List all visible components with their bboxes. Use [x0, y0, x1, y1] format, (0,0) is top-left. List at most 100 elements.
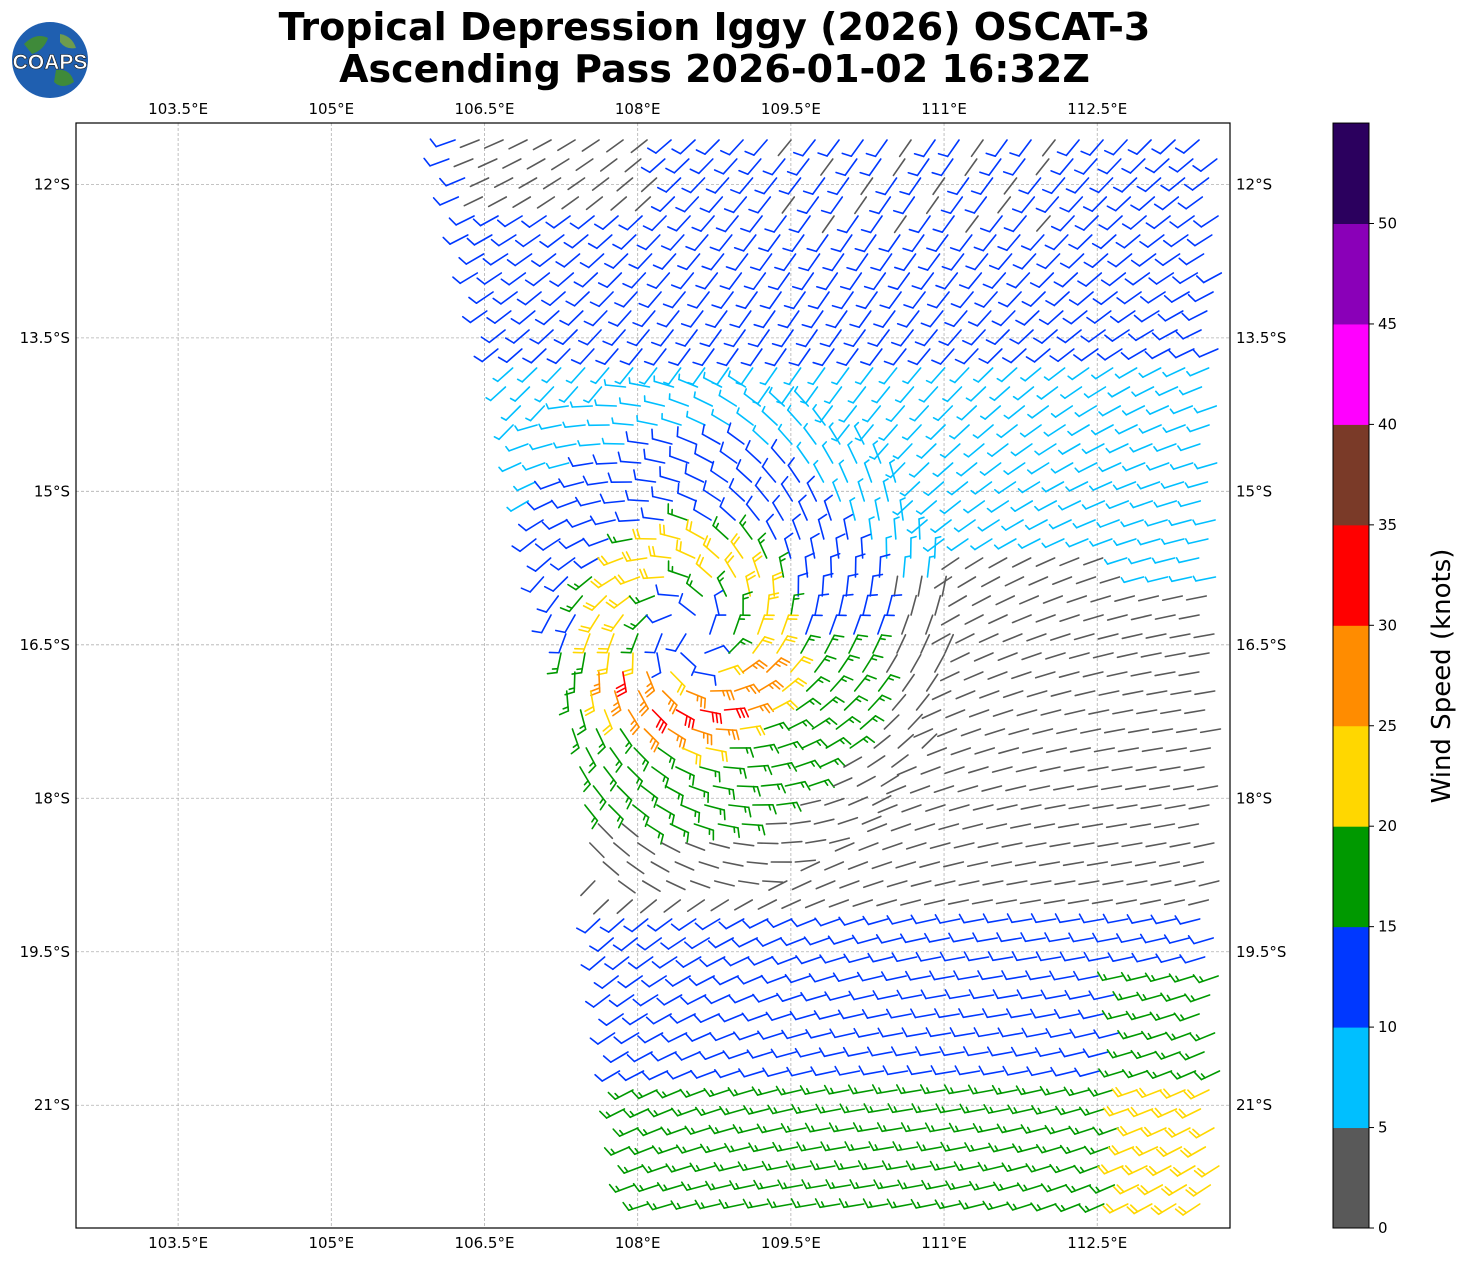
barb-shaft — [1049, 842, 1071, 848]
barb-flag — [1175, 331, 1184, 340]
barb-half-flag — [813, 459, 819, 466]
wind-barb — [1121, 842, 1143, 848]
barb-half-flag — [1057, 449, 1064, 455]
barb-flag — [531, 630, 543, 634]
wind-barb — [685, 519, 705, 540]
wind-barb — [817, 139, 840, 157]
wind-barb — [633, 747, 650, 772]
barb-shaft — [1027, 177, 1042, 195]
barb-flag — [1082, 206, 1094, 213]
barb-shaft — [634, 196, 652, 212]
wind-barb — [940, 196, 964, 215]
wind-barb — [1086, 861, 1109, 867]
wind-barb — [628, 253, 653, 270]
wind-barb — [1006, 1201, 1033, 1211]
wind-barb — [634, 196, 652, 212]
wind-barb — [916, 443, 937, 459]
barb-shaft — [556, 500, 578, 509]
wind-barb — [898, 139, 912, 158]
barb-shaft — [700, 215, 715, 232]
barb-flag — [712, 976, 721, 986]
barb-half-flag — [847, 400, 855, 404]
barb-flag — [1139, 1087, 1147, 1097]
barb-shaft — [529, 405, 546, 422]
wind-barb — [432, 196, 460, 206]
barb-shaft — [872, 956, 894, 963]
barb-shaft — [787, 177, 802, 195]
wind-barb — [606, 533, 633, 544]
barb-flag — [795, 955, 803, 965]
barb-flag — [598, 1018, 608, 1026]
wind-barb — [861, 1009, 888, 1019]
barb-flag — [1112, 1186, 1122, 1195]
wind-barb — [680, 994, 707, 1005]
barb-shaft — [972, 804, 994, 811]
barb-flag — [803, 936, 812, 946]
wind-barb — [1012, 386, 1035, 401]
wind-barb — [745, 495, 760, 521]
barb-flag — [911, 1103, 918, 1114]
barb-shaft — [905, 310, 920, 328]
wind-barb — [738, 1068, 765, 1078]
barb-shaft — [819, 757, 839, 768]
wind-barb — [759, 291, 782, 310]
wind-barb — [771, 571, 783, 597]
barb-shaft — [657, 747, 676, 761]
barb-shaft — [543, 310, 560, 326]
barb-shaft — [1028, 519, 1048, 531]
barb-shaft — [905, 842, 927, 850]
wind-barb — [643, 448, 666, 464]
barb-flag — [1003, 227, 1015, 233]
wind-barb — [565, 367, 586, 384]
barb-shaft — [627, 499, 650, 502]
wind-barb — [614, 367, 634, 385]
barb-flag — [633, 469, 637, 481]
barb-flag — [818, 593, 830, 597]
barb-flag — [879, 553, 891, 558]
barb-shaft — [859, 367, 874, 385]
wind-barb — [1126, 1203, 1153, 1215]
wind-barb — [880, 774, 900, 787]
barb-shaft — [532, 272, 551, 287]
barb-half-flag — [1098, 411, 1104, 417]
barb-half-flag — [630, 622, 637, 628]
wind-barb — [905, 970, 931, 981]
barb-half-flag — [823, 658, 831, 662]
barb-shaft — [1124, 785, 1147, 791]
barb-shaft — [629, 633, 639, 654]
barb-shaft — [463, 196, 484, 207]
barb-flag — [1179, 954, 1187, 964]
barb-flag — [1183, 183, 1194, 191]
barb-shaft — [488, 329, 506, 344]
barb-flag — [789, 1010, 797, 1021]
wind-barb — [1059, 557, 1080, 567]
wind-barb — [1049, 970, 1075, 981]
barb-flag — [810, 634, 821, 639]
wind-barb — [639, 568, 665, 580]
barb-flag — [622, 1201, 630, 1212]
barb-flag — [967, 1084, 975, 1095]
barb-flag — [584, 705, 595, 713]
barb-flag — [597, 282, 609, 288]
barb-flag — [650, 206, 661, 212]
wind-barb — [944, 633, 954, 654]
barb-shaft — [1100, 234, 1117, 250]
barb-flag — [617, 574, 626, 584]
barb-flag — [1151, 148, 1162, 155]
wind-barb — [950, 291, 974, 309]
barb-shaft — [968, 956, 990, 962]
barb-shaft — [995, 899, 1018, 905]
lat-tick-label: 19.5°S — [1236, 943, 1286, 961]
wind-barb — [949, 1027, 976, 1038]
wind-barb — [1145, 215, 1171, 230]
wind-barb — [795, 329, 818, 348]
wind-barb — [920, 634, 931, 654]
wind-barb — [849, 735, 876, 749]
barb-flag — [516, 298, 527, 306]
barb-shaft — [1020, 804, 1042, 810]
barb-half-flag — [1050, 412, 1057, 418]
barb-flag — [724, 1142, 731, 1153]
barb-flag — [748, 208, 759, 214]
barb-shaft — [1116, 804, 1138, 810]
barb-shaft — [891, 918, 913, 925]
